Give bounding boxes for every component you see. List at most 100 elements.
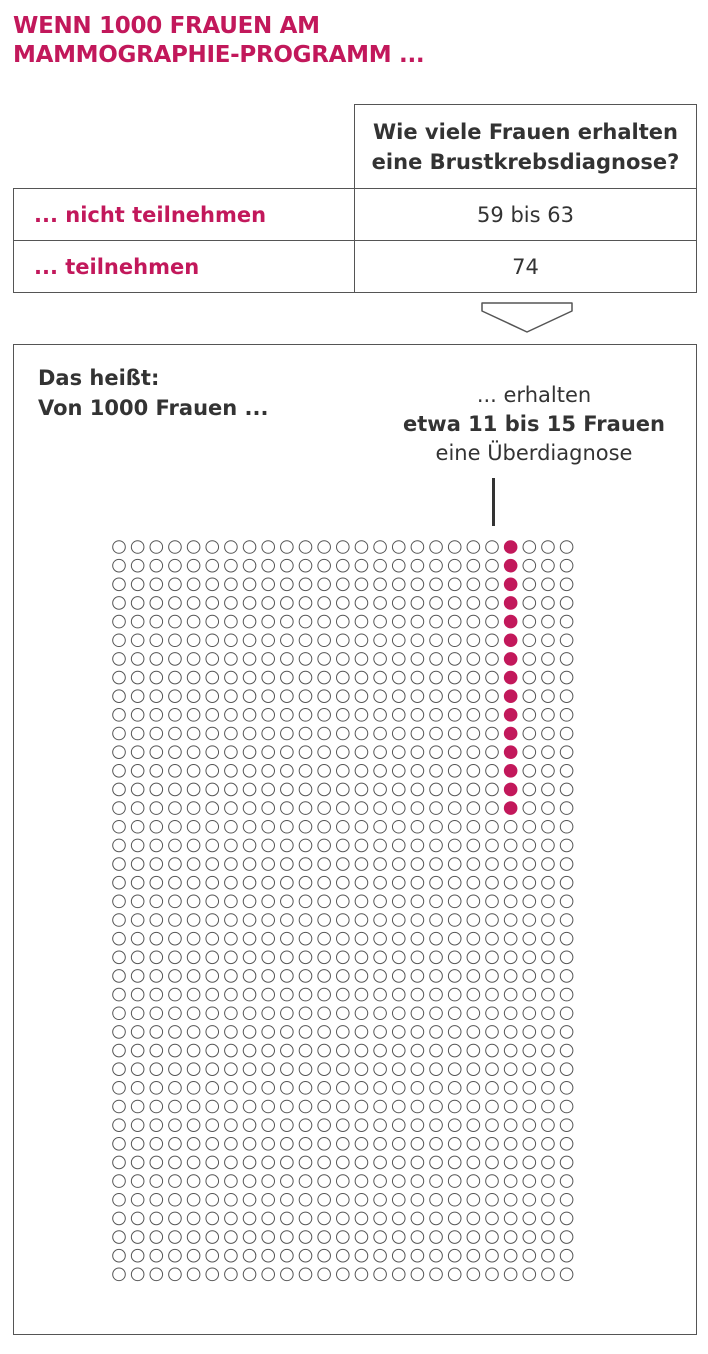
- woman-dot: [168, 782, 182, 797]
- woman-dot: [205, 875, 220, 890]
- woman-dot: [149, 1137, 164, 1151]
- woman-dot: [373, 540, 387, 554]
- woman-dot: [485, 614, 499, 629]
- woman-dot: [186, 1118, 201, 1132]
- woman-dot: [112, 1025, 126, 1039]
- woman-dot: [429, 1155, 443, 1170]
- woman-dot: [541, 726, 555, 741]
- woman-dot: [168, 614, 182, 629]
- woman-dot: [559, 950, 574, 965]
- woman-dot: [224, 913, 238, 927]
- woman-dot: [354, 894, 369, 909]
- woman-dot: [130, 1230, 145, 1244]
- woman-dot: [522, 652, 537, 666]
- table-header-cell: Wie viele Frauen erhalten eine Brustkreb…: [354, 104, 697, 189]
- woman-dot: [485, 1118, 499, 1132]
- woman-dot: [522, 1025, 537, 1039]
- woman-dot: [466, 1192, 481, 1207]
- callout-line-1: ... erhalten: [476, 383, 592, 407]
- woman-dot: [130, 670, 145, 685]
- woman-dot: [559, 969, 574, 983]
- woman-dot: [466, 1174, 481, 1188]
- woman-dot: [373, 726, 387, 741]
- woman-dot: [224, 1211, 238, 1226]
- woman-dot: [261, 1192, 275, 1207]
- woman-dot: [522, 1006, 537, 1021]
- woman-dot: [391, 540, 406, 554]
- woman-dot: [522, 913, 537, 927]
- woman-dot: [224, 670, 238, 685]
- woman-dot: [503, 894, 518, 909]
- woman-dot: [373, 633, 387, 648]
- woman-dot: [224, 1155, 238, 1170]
- woman-dot: [261, 1155, 275, 1170]
- woman-dot: [541, 1174, 555, 1188]
- woman-dot: [485, 838, 499, 853]
- woman-dot: [261, 633, 275, 648]
- woman-dot: [112, 633, 126, 648]
- woman-dot: [261, 1043, 275, 1058]
- woman-dot: [559, 1230, 574, 1244]
- woman-dot: [205, 913, 220, 927]
- woman-dot: [149, 652, 164, 666]
- woman-dot: [522, 1267, 537, 1282]
- woman-dot: [391, 652, 406, 666]
- woman-dot: [485, 1043, 499, 1058]
- woman-dot: [317, 875, 331, 890]
- woman-dot: [466, 726, 481, 741]
- woman-dot: [485, 1099, 499, 1114]
- woman-dot: [410, 969, 425, 983]
- woman-dot: [168, 1006, 182, 1021]
- woman-dot: [242, 540, 257, 554]
- woman-dot: [168, 801, 182, 815]
- woman-dot: [186, 801, 201, 815]
- woman-dot: [541, 633, 555, 648]
- woman-dot: [466, 838, 481, 853]
- woman-dot: [503, 1155, 518, 1170]
- woman-dot: [336, 1174, 350, 1188]
- woman-dot: [242, 1137, 257, 1151]
- woman-dot: [317, 1230, 331, 1244]
- woman-dot: [149, 1006, 164, 1021]
- woman-dot: [559, 801, 574, 815]
- woman-dot: [298, 838, 313, 853]
- woman-dot: [391, 726, 406, 741]
- woman-dot: [224, 1006, 238, 1021]
- woman-dot: [317, 1192, 331, 1207]
- woman-dot: [373, 857, 387, 871]
- woman-dot: [224, 857, 238, 871]
- woman-dot: [541, 1137, 555, 1151]
- woman-dot: [168, 838, 182, 853]
- woman-dot: [559, 1099, 574, 1114]
- woman-dot: [186, 969, 201, 983]
- woman-dot: [541, 782, 555, 797]
- woman-dot: [466, 875, 481, 890]
- woman-dot: [168, 670, 182, 685]
- woman-dot: [447, 857, 462, 871]
- woman-dot: [205, 894, 220, 909]
- woman-dot: [205, 1043, 220, 1058]
- woman-dot: [130, 689, 145, 703]
- woman-dot: [205, 1155, 220, 1170]
- woman-dot: [466, 1099, 481, 1114]
- woman-dot: [354, 931, 369, 946]
- woman-dot: [391, 782, 406, 797]
- woman-dot: [298, 857, 313, 871]
- woman-dot: [280, 1267, 294, 1282]
- woman-dot: [559, 1211, 574, 1226]
- woman-dot: [149, 745, 164, 759]
- woman-dot: [112, 614, 126, 629]
- woman-dot: [503, 1192, 518, 1207]
- woman-dot: [373, 1248, 387, 1263]
- woman-dot: [522, 1174, 537, 1188]
- woman-dot: [559, 764, 574, 778]
- woman-dot: [541, 540, 555, 554]
- woman-dot: [205, 969, 220, 983]
- woman-dot: [541, 558, 555, 573]
- woman-dot: [280, 894, 294, 909]
- woman-dot: [149, 726, 164, 741]
- woman-dot: [186, 913, 201, 927]
- woman-dot: [336, 1137, 350, 1151]
- woman-dot: [503, 1248, 518, 1263]
- woman-dot: [447, 745, 462, 759]
